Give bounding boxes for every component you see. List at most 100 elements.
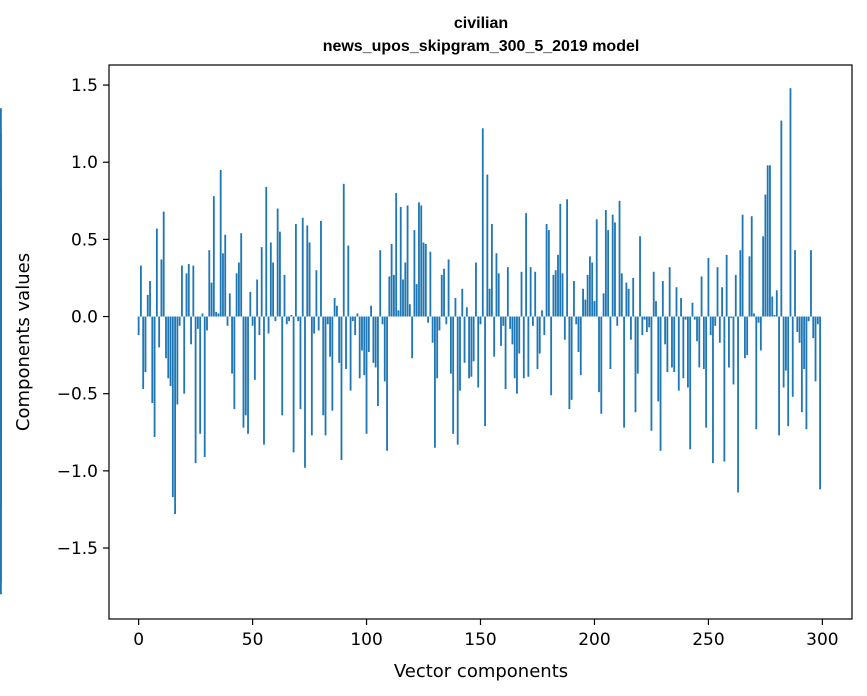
bar	[192, 265, 195, 317]
bar	[256, 279, 259, 317]
bar	[265, 186, 268, 317]
bar	[497, 273, 500, 317]
bar	[201, 313, 204, 317]
bar	[732, 316, 735, 385]
bar	[336, 305, 338, 317]
bar	[479, 316, 482, 325]
bar	[365, 316, 368, 434]
bar	[686, 316, 689, 388]
bar	[449, 316, 452, 374]
bar	[650, 316, 653, 431]
bar	[545, 223, 548, 317]
plot-frame	[108, 64, 853, 620]
bar	[557, 254, 559, 317]
bar	[272, 262, 275, 317]
bar	[755, 316, 758, 430]
bar	[454, 298, 457, 317]
bar	[816, 316, 819, 325]
bar	[0, 108, 2, 317]
bar	[506, 267, 509, 317]
bar	[349, 316, 352, 391]
bar	[354, 316, 357, 336]
bar	[691, 302, 694, 317]
bar	[490, 223, 493, 317]
bar	[547, 230, 550, 317]
bar	[404, 262, 407, 317]
bar	[326, 316, 329, 325]
bar	[696, 316, 698, 342]
bar	[381, 316, 384, 325]
bar	[655, 301, 657, 317]
bar	[461, 288, 464, 317]
bar	[700, 276, 703, 317]
bar	[611, 214, 614, 317]
x-axis-label: Vector components	[394, 661, 568, 682]
bar	[222, 253, 224, 317]
x-tick-label: 0	[133, 630, 144, 650]
bar	[652, 271, 655, 317]
bar	[363, 316, 366, 376]
bar	[586, 274, 589, 317]
bar	[538, 316, 541, 354]
bar	[780, 120, 783, 317]
bar	[251, 316, 254, 326]
bar	[675, 287, 678, 317]
bar	[746, 316, 749, 356]
bar	[438, 316, 441, 331]
bar	[475, 262, 477, 317]
bar	[183, 316, 186, 394]
bar	[712, 316, 714, 464]
bar	[351, 316, 354, 322]
bar	[235, 273, 238, 317]
bar	[769, 165, 771, 317]
bar	[488, 288, 491, 317]
bar	[367, 316, 370, 353]
bar	[584, 299, 587, 317]
bar	[0, 316, 2, 510]
x-tick-label: 250	[692, 630, 724, 650]
bar	[153, 316, 156, 437]
x-tick-label: 100	[350, 630, 382, 650]
bar	[288, 316, 290, 322]
bar	[714, 316, 717, 326]
bar	[338, 316, 341, 363]
bar	[803, 316, 806, 370]
x-tick-label: 150	[464, 630, 496, 650]
bar	[436, 316, 439, 379]
bar	[728, 316, 730, 368]
bar	[532, 316, 534, 326]
bar	[226, 316, 229, 326]
bar	[570, 316, 573, 400]
bars	[0, 88, 821, 595]
bar	[734, 274, 737, 317]
bar	[249, 291, 252, 317]
bar	[593, 301, 596, 317]
bar	[361, 316, 363, 351]
bar	[500, 316, 502, 346]
bar	[347, 245, 350, 317]
y-tick-label: 1.0	[71, 153, 98, 173]
bar	[292, 316, 295, 453]
bar	[659, 316, 662, 451]
bar	[595, 219, 598, 317]
bar	[693, 316, 696, 320]
bar	[274, 316, 277, 322]
bar	[789, 88, 792, 317]
bar	[308, 242, 311, 317]
chart-subtitle: news_upos_skipgram_300_5_2019 model	[323, 38, 640, 55]
bar	[429, 251, 432, 317]
bar	[301, 217, 304, 317]
bar	[812, 316, 815, 339]
bar	[269, 242, 272, 317]
bar	[217, 313, 220, 317]
bar	[623, 316, 625, 428]
bar	[151, 316, 154, 403]
bar	[208, 250, 211, 317]
bar	[199, 316, 202, 434]
bar	[465, 307, 468, 317]
bar	[743, 316, 746, 359]
bar	[158, 316, 161, 348]
bar	[285, 316, 288, 325]
bar	[680, 298, 682, 317]
